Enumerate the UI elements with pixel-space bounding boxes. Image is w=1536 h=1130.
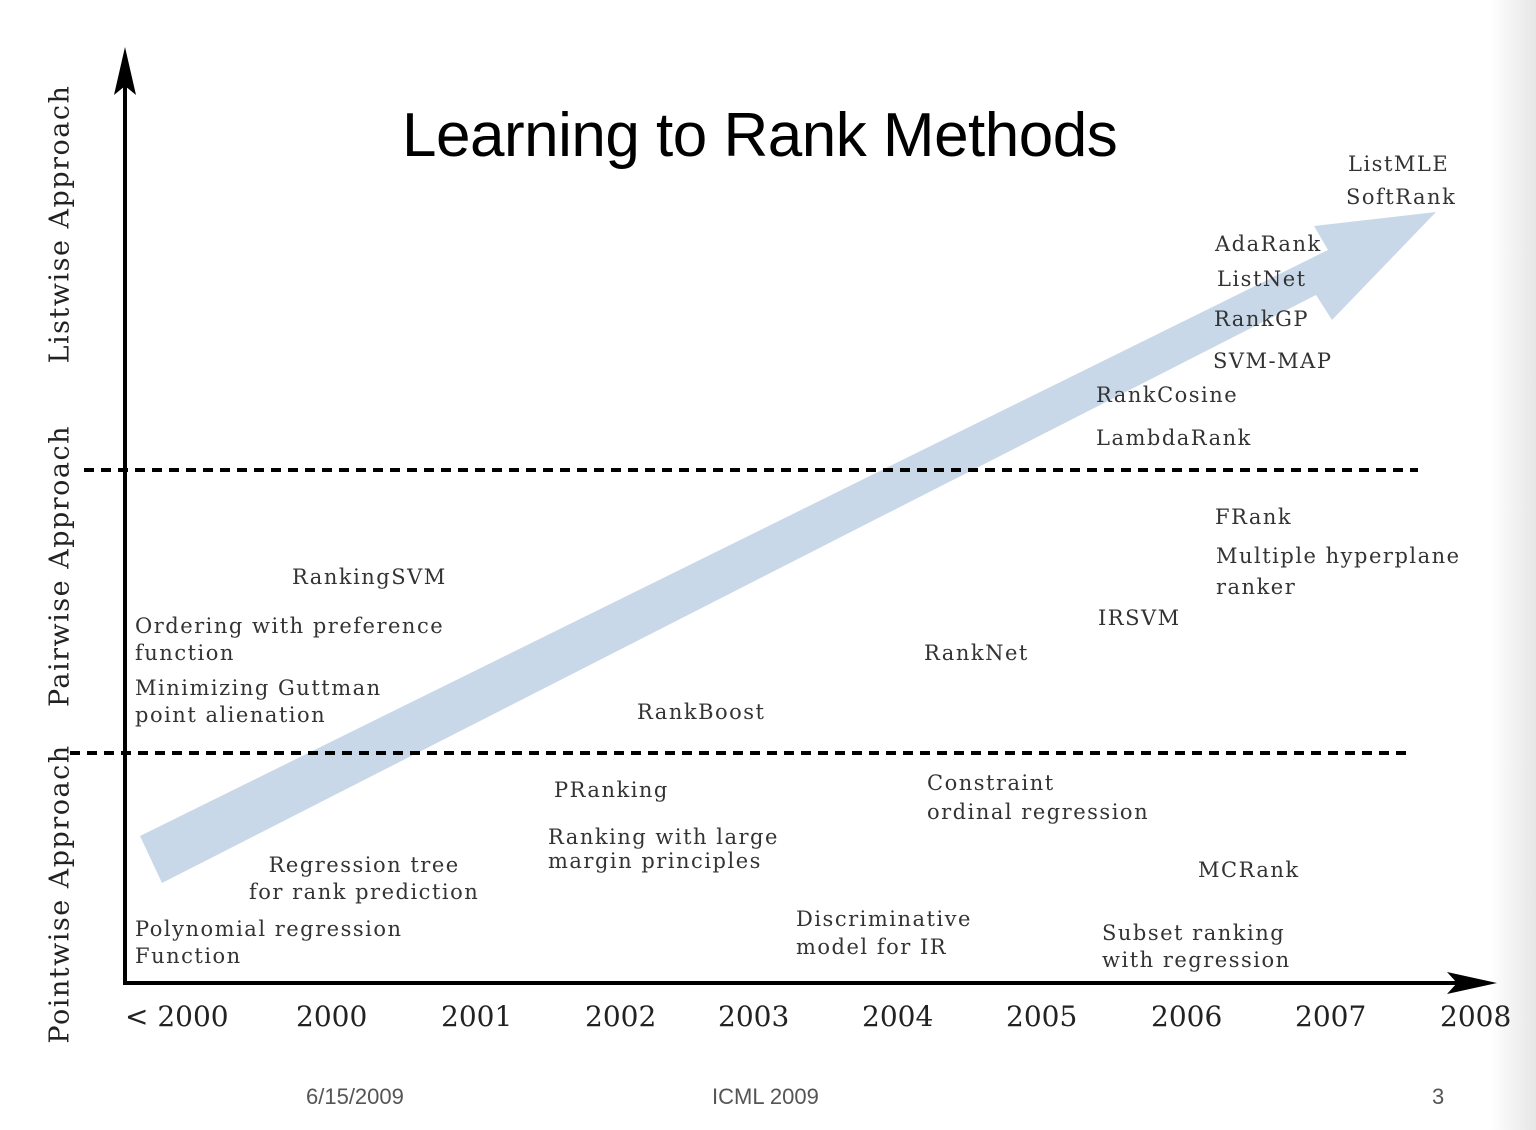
method-large-margin: Ranking with large margin principles	[548, 825, 779, 873]
pairwise-axis-label: Pairwise Approach	[44, 424, 76, 708]
method-frank: FRank	[1215, 505, 1293, 529]
x-tick-label: 2003	[718, 1000, 790, 1033]
method-guttman: Minimizing Guttman point alienation	[135, 676, 382, 727]
x-tick-label: 2002	[585, 1000, 657, 1033]
method-rankcosine: RankCosine	[1096, 383, 1239, 407]
method-regression-tree: Regression tree for rank prediction	[249, 853, 480, 904]
progress-arrow	[140, 212, 1436, 883]
y-axis-arrowhead	[114, 47, 136, 95]
x-tick-label: 2007	[1295, 1000, 1367, 1033]
x-tick-label: 2005	[1006, 1000, 1078, 1033]
method-rankingsvm: RankingSVM	[292, 565, 447, 589]
footer-page-number: 3	[1432, 1084, 1445, 1109]
footer-date: 6/15/2009	[306, 1084, 404, 1109]
footer-venue: ICML 2009	[712, 1084, 819, 1109]
method-adarank: AdaRank	[1215, 232, 1322, 256]
slide-title: Learning to Rank Methods	[402, 101, 1118, 170]
method-constraint-ordinal-regression: Constraint ordinal regression	[927, 771, 1150, 824]
x-tick-label: 2000	[296, 1000, 368, 1033]
method-lambdarank: LambdaRank	[1096, 426, 1252, 450]
method-subset-ranking: Subset ranking with regression	[1102, 921, 1291, 972]
x-tick-label: < 2000	[125, 1000, 229, 1033]
method-mcrank: MCRank	[1198, 858, 1300, 882]
method-ordering-with-preference: Ordering with preference function	[135, 614, 445, 665]
method-discriminative-model: Discriminative model for IR	[796, 907, 972, 959]
method-svm-map: SVM-MAP	[1213, 349, 1333, 373]
x-tick-label: 2008	[1440, 1000, 1512, 1033]
method-rankboost: RankBoost	[637, 700, 766, 724]
pointwise-axis-label: Pointwise Approach	[44, 744, 76, 1044]
method-listmle: ListMLE	[1348, 152, 1450, 176]
x-tick-label: 2006	[1151, 1000, 1223, 1033]
listwise-axis-label: Listwise Approach	[44, 84, 76, 364]
slide-edge-shadow	[1490, 0, 1536, 1130]
method-softrank: SoftRank	[1346, 185, 1457, 209]
x-tick-label: 2004	[862, 1000, 934, 1033]
method-listnet: ListNet	[1217, 267, 1307, 291]
method-pranking: PRanking	[554, 778, 669, 802]
x-axis-arrowhead	[1447, 972, 1497, 994]
method-ranknet: RankNet	[924, 641, 1029, 665]
method-rankgp: RankGP	[1214, 307, 1309, 331]
x-tick-label: 2001	[441, 1000, 513, 1033]
method-polynomial-regression: Polynomial regression Function	[135, 917, 403, 968]
method-multiple-hyperplane-ranker: Multiple hyperplane ranker	[1216, 544, 1461, 599]
method-irsvm: IRSVM	[1098, 606, 1181, 630]
